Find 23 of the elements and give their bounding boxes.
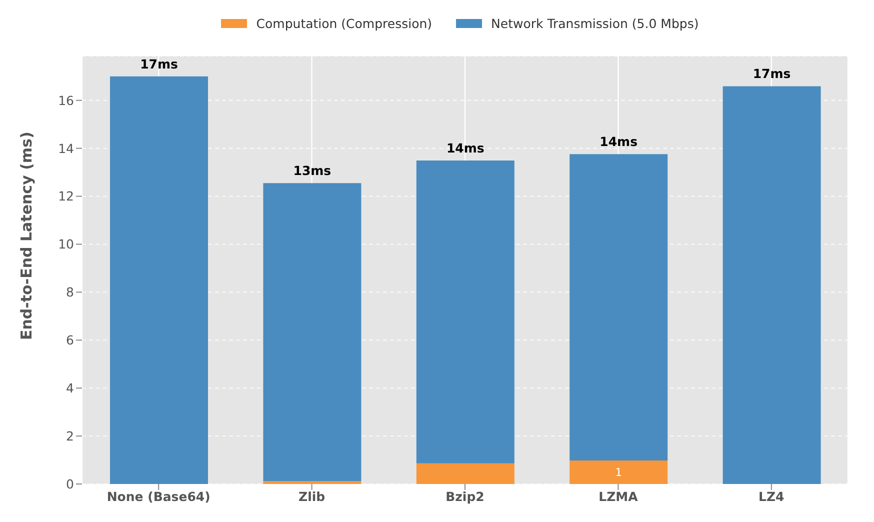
y-tick-label: 2 [66, 428, 74, 444]
y-tick-label: 12 [58, 188, 74, 204]
x-tick-label: Bzip2 [446, 488, 484, 504]
y-tick-label: 4 [66, 380, 74, 396]
y-tick-label: 10 [58, 236, 74, 252]
legend-label: Network Transmission (5.0 Mbps) [490, 16, 699, 31]
total-label: 13ms [293, 163, 332, 178]
y-tick-label: 16 [58, 92, 74, 108]
total-label: 14ms [600, 134, 638, 150]
total-label: 17ms [140, 56, 178, 72]
total-label: 14ms [446, 140, 484, 156]
y-tick-label: 8 [66, 284, 74, 300]
total-label: 17ms [752, 66, 791, 82]
data-label: 1 [615, 466, 622, 480]
x-tick-label: LZMA [598, 488, 638, 504]
x-tick-label: None (Base64) [106, 488, 210, 504]
y-tick-label: 6 [66, 332, 74, 348]
legend-label: Computation (Compression) [255, 16, 432, 31]
y-tick-label: 0 [66, 476, 74, 492]
x-tick-label: LZ4 [758, 488, 785, 504]
y-axis-title: End-to-End Latency (ms) [17, 132, 36, 340]
x-tick-label: Zlib [298, 488, 326, 504]
y-tick-label: 14 [58, 140, 74, 156]
